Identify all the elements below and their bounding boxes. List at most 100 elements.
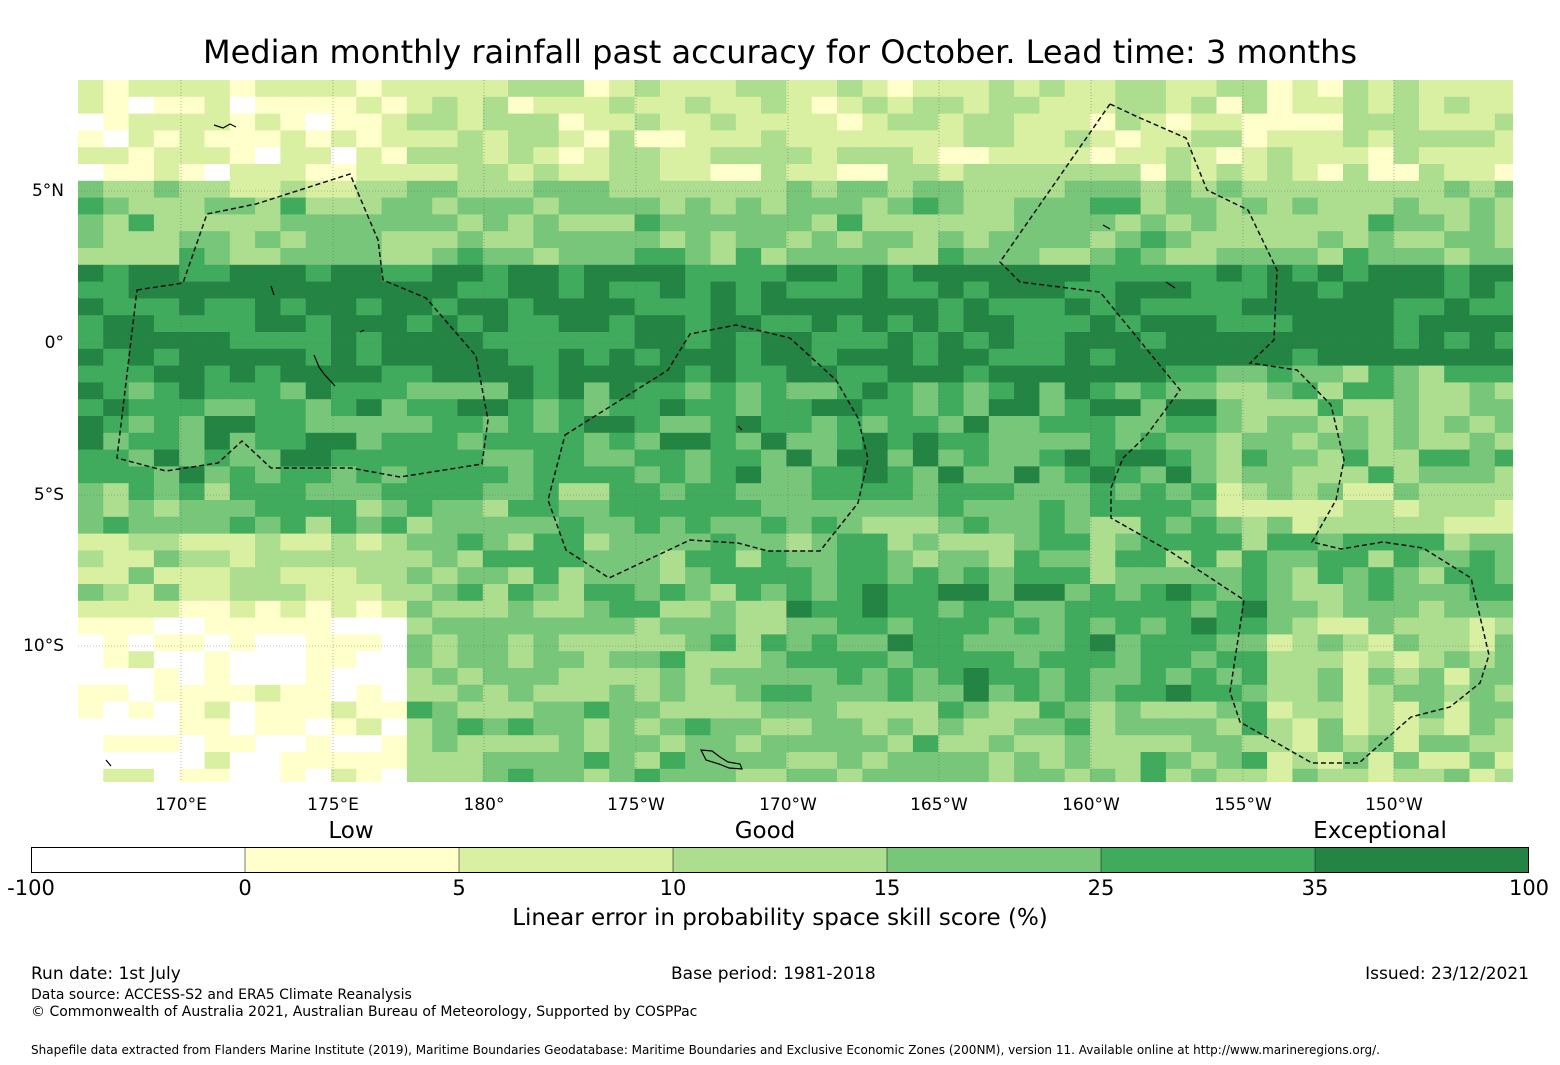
skill-cell <box>381 315 408 333</box>
skill-cell <box>887 180 914 198</box>
skill-cell <box>1267 164 1293 182</box>
skill-cell <box>406 668 433 686</box>
skill-cell <box>457 180 484 198</box>
skill-cell <box>761 365 787 383</box>
skill-cell <box>153 315 180 333</box>
skill-cell <box>1165 567 1192 585</box>
skill-cell <box>78 248 104 266</box>
skill-cell <box>1216 281 1243 299</box>
skill-cell <box>1444 651 1470 669</box>
skill-cell <box>685 264 711 282</box>
skill-cell <box>761 264 787 282</box>
skill-cell <box>1292 466 1319 484</box>
skill-cell <box>1241 617 1268 635</box>
skill-cell <box>862 533 888 551</box>
skill-cell <box>1317 432 1344 450</box>
skill-cell <box>1494 600 1513 618</box>
skill-cell <box>963 466 990 484</box>
skill-cell <box>406 432 433 450</box>
skill-cell <box>1140 617 1167 635</box>
skill-cell <box>204 332 231 350</box>
skill-cell <box>432 516 458 534</box>
skill-cell <box>1444 180 1470 198</box>
skill-cell <box>103 634 129 652</box>
skill-cell <box>938 416 964 434</box>
skill-cell <box>229 382 256 400</box>
skill-cell <box>153 500 180 518</box>
skill-cell <box>1039 550 1066 568</box>
skill-cell <box>659 432 686 450</box>
skill-cell <box>887 651 914 669</box>
skill-cell <box>533 264 560 282</box>
skill-cell <box>1444 634 1470 652</box>
skill-cell <box>406 399 433 417</box>
skill-cell <box>103 113 129 131</box>
skill-cell <box>1393 718 1420 736</box>
skill-cell <box>938 634 964 652</box>
skill-cell <box>1241 684 1268 702</box>
skill-cell <box>1115 567 1141 585</box>
skill-cell <box>432 315 458 333</box>
skill-cell <box>1216 768 1243 782</box>
skill-cell <box>735 231 762 249</box>
skill-cell <box>735 399 762 417</box>
skill-cell <box>609 668 635 686</box>
skill-cell <box>1140 768 1167 782</box>
skill-cell <box>508 651 534 669</box>
skill-cell <box>1140 164 1167 182</box>
skill-cell <box>786 348 813 366</box>
skill-cell <box>406 651 433 669</box>
skill-cell <box>761 80 787 98</box>
skill-cell <box>229 298 256 316</box>
skill-cell <box>659 533 686 551</box>
skill-cell <box>179 752 205 770</box>
skill-cell <box>1014 180 1040 198</box>
skill-cell <box>761 96 787 114</box>
skill-cell <box>1317 550 1344 568</box>
skill-cell <box>356 701 382 719</box>
skill-cell <box>761 768 787 782</box>
skill-cell <box>331 483 357 501</box>
skill-cell <box>584 231 610 249</box>
skill-cell <box>1140 197 1167 215</box>
skill-cell <box>1241 634 1268 652</box>
skill-cell <box>1343 382 1369 400</box>
skill-cell <box>1216 214 1243 232</box>
skill-cell <box>457 718 484 736</box>
skill-cell <box>938 96 964 114</box>
island-coastlines <box>105 123 1176 770</box>
skill-cell <box>1140 248 1167 266</box>
colorbar-tick: 0 <box>238 876 252 900</box>
skill-cell <box>1191 248 1217 266</box>
skill-cell <box>609 567 635 585</box>
skill-cell <box>761 516 787 534</box>
skill-cell <box>1115 315 1141 333</box>
skill-cell <box>356 315 382 333</box>
skill-cell <box>1191 466 1217 484</box>
skill-cell <box>786 701 813 719</box>
skill-cell <box>331 466 357 484</box>
skill-cell <box>128 298 155 316</box>
skill-cell <box>761 399 787 417</box>
skill-cell <box>508 382 534 400</box>
skill-cell <box>1393 684 1420 702</box>
skill-cell <box>584 634 610 652</box>
skill-cell <box>811 248 838 266</box>
skill-cell <box>685 600 711 618</box>
skill-cell <box>1115 684 1141 702</box>
skill-cell <box>508 483 534 501</box>
skill-cell <box>912 768 939 782</box>
skill-cell <box>153 533 180 551</box>
skill-cell <box>508 550 534 568</box>
skill-cell <box>1216 466 1243 484</box>
skill-cell <box>659 130 686 148</box>
skill-cell <box>381 332 408 350</box>
skill-cell <box>862 332 888 350</box>
skill-cell <box>862 113 888 131</box>
skill-cell <box>1343 231 1369 249</box>
skill-cell <box>609 684 635 702</box>
skill-cell <box>786 735 813 753</box>
skill-cell <box>406 500 433 518</box>
skill-cell <box>609 164 635 182</box>
skill-cell <box>1216 315 1243 333</box>
